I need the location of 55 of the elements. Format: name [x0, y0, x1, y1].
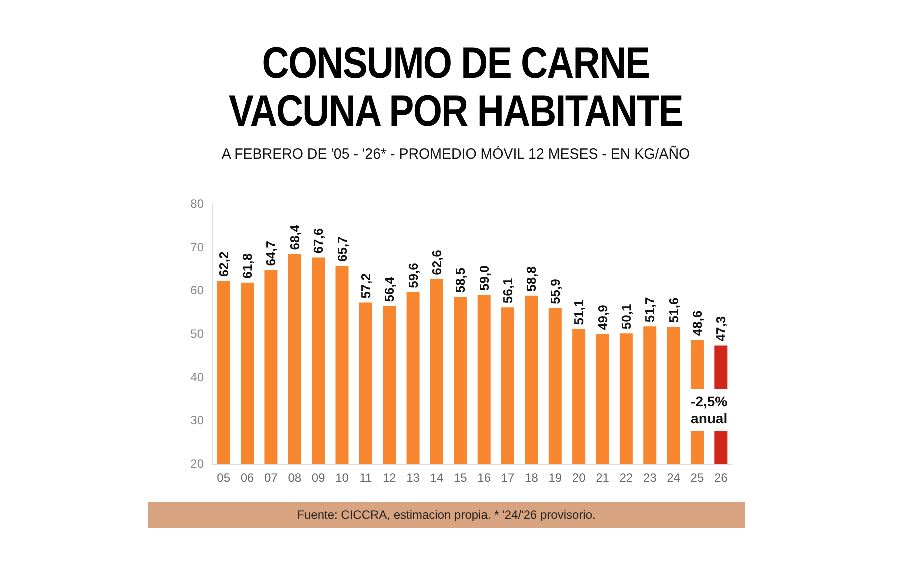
source-note: Fuente: CICCRA, estimacion propia. * '24/'26 provisorio. [148, 502, 745, 528]
data-label: 65,7 [334, 236, 350, 262]
x-tick-label: 17 [501, 471, 516, 485]
data-label: 59,0 [476, 266, 492, 291]
x-tick-label: 24 [667, 471, 681, 485]
data-label: 57,2 [358, 273, 374, 299]
x-tick-label: 09 [312, 471, 326, 485]
data-label: 51,6 [666, 298, 682, 324]
x-tick-label: 18 [525, 471, 539, 485]
x-tick-label: 10 [336, 471, 350, 485]
x-tick-label: 16 [478, 471, 492, 485]
data-label: 48,6 [690, 310, 705, 336]
chart-subtitle: A FEBRERO DE '05 - '26* - PROMEDIO MÓVIL 12 MESES - EN KG/AÑO [220, 146, 692, 163]
data-label: 62,2 [216, 252, 232, 278]
y-tick-label: 20 [190, 457, 204, 471]
x-tick-label: 23 [643, 471, 658, 485]
data-label: 62,6 [429, 250, 444, 276]
x-tick-label: 26 [714, 471, 728, 485]
data-label: 47,3 [714, 316, 729, 342]
x-tick-label: 05 [217, 471, 231, 485]
y-tick-label: 50 [190, 327, 204, 341]
data-label: 49,9 [595, 305, 610, 330]
data-label: 51,1 [572, 300, 587, 326]
data-label: 56,4 [382, 276, 398, 302]
data-label: 58,8 [524, 266, 540, 292]
data-label: 68,4 [287, 224, 302, 250]
x-tick-label: 21 [596, 471, 610, 485]
data-label: 51,7 [642, 297, 658, 323]
x-tick-label: 07 [264, 471, 278, 485]
y-tick-label: 60 [190, 284, 204, 298]
x-tick-label: 25 [690, 471, 704, 485]
annotation: -2,5% anual [691, 394, 728, 427]
data-label: 59,6 [406, 263, 421, 288]
chart-title: CONSUMO DE CARNE VACUNA POR HABITANTE [228, 39, 684, 136]
x-tick-label: 12 [382, 471, 397, 485]
y-tick-label: 30 [190, 414, 204, 428]
data-label: 67,6 [311, 228, 326, 254]
y-tick-label: 40 [190, 370, 204, 384]
data-label: 50,1 [618, 304, 634, 330]
x-tick-label: 06 [240, 471, 255, 485]
data-label: 64,7 [264, 240, 279, 266]
x-tick-label: 15 [454, 471, 468, 485]
data-label: 58,5 [453, 268, 468, 294]
y-tick-label: 70 [190, 240, 204, 254]
x-tick-label: 08 [288, 471, 302, 485]
data-label: 56,1 [500, 278, 516, 304]
y-tick-label: 80 [190, 197, 204, 211]
x-tick-label: 22 [620, 471, 634, 485]
data-label: 61,8 [240, 254, 256, 279]
data-label: 55,9 [548, 279, 563, 304]
x-tick-label: 20 [572, 471, 586, 485]
x-tick-label: 19 [548, 471, 562, 485]
x-tick-label: 11 [360, 471, 372, 485]
x-tick-label: 14 [430, 471, 444, 485]
x-tick-label: 13 [406, 471, 420, 485]
